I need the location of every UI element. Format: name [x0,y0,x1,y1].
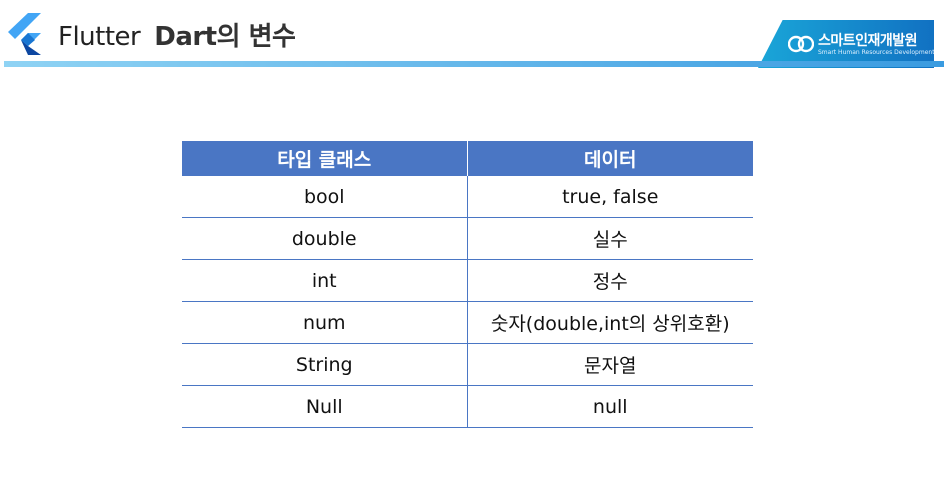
table-row: double 실수 [182,217,753,260]
page-title: Flutter Dart의 변수 [58,16,296,53]
table-row: Null null [182,385,753,428]
data-cell: 실수 [467,217,753,260]
table-header-row: 타입 클래스 데이터 [182,141,753,176]
table-row: num 숫자(double,int의 상위호환) [182,301,753,344]
type-cell: num [182,301,468,344]
brand-logo-icon [788,35,814,53]
data-cell: 문자열 [467,343,753,386]
title-sub: Dart의 변수 [154,22,296,52]
slide-header: Flutter Dart의 변수 스마트인재개발원 Smart Human Res… [0,0,951,70]
type-cell: int [182,259,468,302]
type-cell: bool [182,176,468,218]
data-cell: 정수 [467,259,753,302]
title-main: Flutter [58,22,141,52]
brand-name: 스마트인재개발원 [818,33,918,49]
table-row: int 정수 [182,259,753,302]
column-header-data: 데이터 [467,141,753,176]
flutter-logo-icon [8,13,41,55]
brand-badge: 스마트인재개발원 Smart Human Resources Developme… [758,20,934,68]
data-cell: true, false [467,176,753,218]
column-header-type: 타입 클래스 [182,141,468,176]
header-divider [4,61,944,67]
type-table: 타입 클래스 데이터 bool true, false double 실수 in… [182,141,753,428]
data-cell: 숫자(double,int의 상위호환) [467,301,753,344]
type-cell: Null [182,385,468,428]
table-row: bool true, false [182,176,753,218]
table-row: String 문자열 [182,343,753,386]
type-cell: String [182,343,468,386]
brand-subtitle: Smart Human Resources Development [818,49,935,56]
data-cell: null [467,385,753,428]
type-cell: double [182,217,468,260]
